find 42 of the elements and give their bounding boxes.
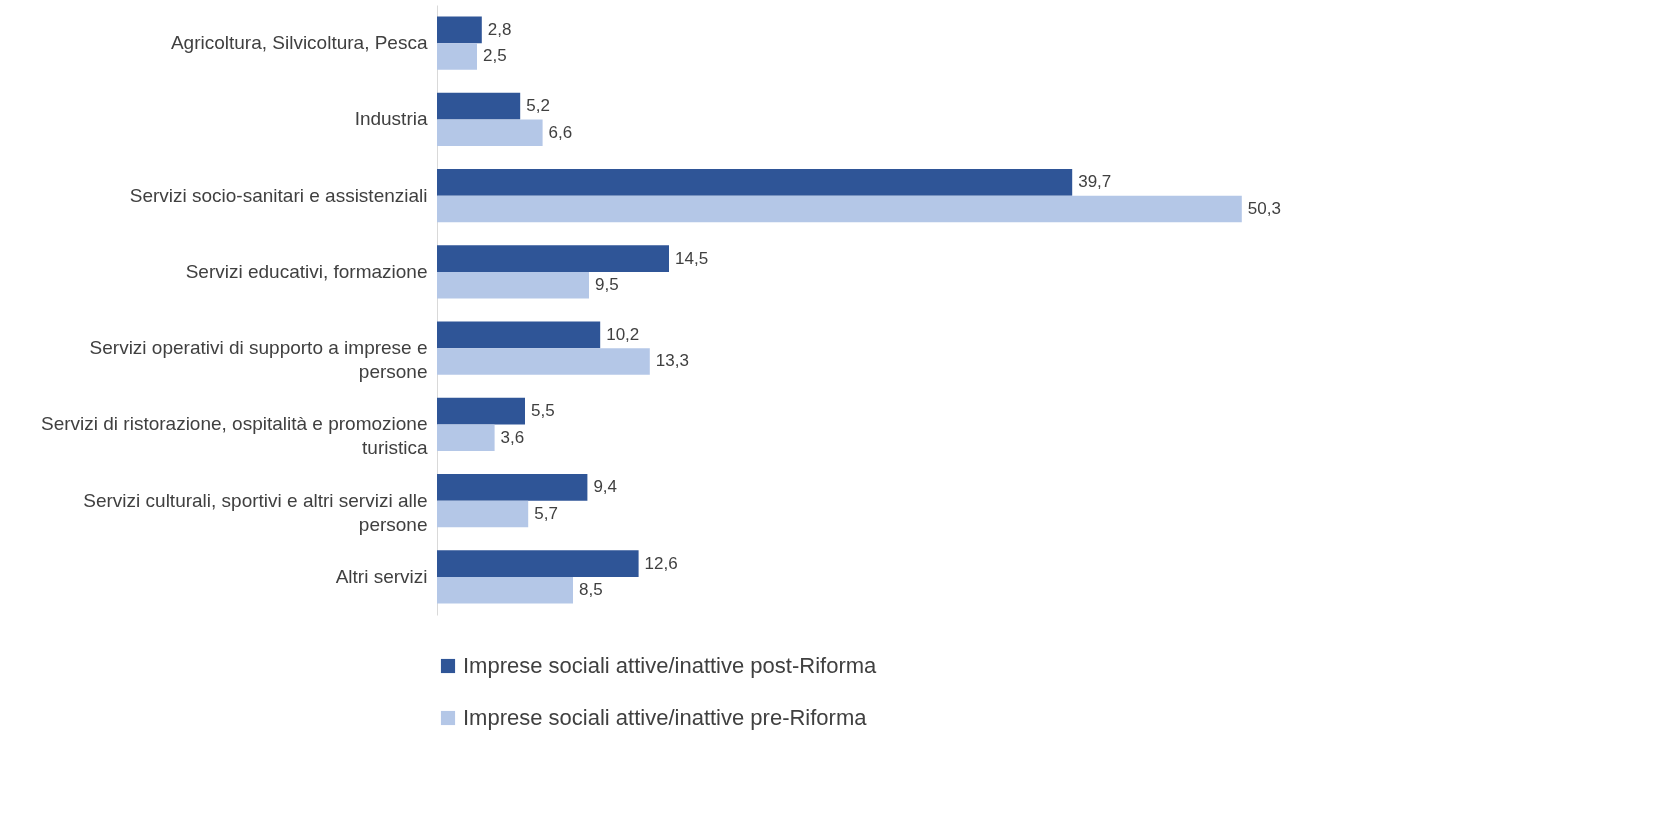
data-label: 5,2 [526, 96, 550, 116]
data-label: 10,2 [606, 324, 640, 344]
data-label: 39,7 [1078, 172, 1112, 192]
data-label: 5,7 [534, 503, 558, 523]
bar [437, 348, 650, 375]
data-label: 9,5 [595, 275, 619, 295]
bar [437, 119, 543, 147]
bar [437, 321, 601, 349]
data-label: 9,4 [593, 477, 618, 497]
bar [437, 424, 495, 452]
data-label: 6,6 [548, 122, 573, 142]
data-label: 2,8 [487, 19, 512, 39]
bar [437, 245, 669, 272]
legend-label: Imprese sociali attive/inattive post-Riforma [463, 653, 878, 678]
data-label: 14,5 [675, 248, 709, 268]
y-tick-label: Agricoltura, Silvicoltura, Pesca [170, 32, 428, 54]
data-label: 13,3 [655, 351, 689, 371]
data-label: 3,6 [500, 427, 525, 447]
bar [437, 397, 525, 425]
bar [437, 92, 521, 120]
bar [437, 43, 477, 70]
legend-label: Imprese sociali attive/inattive pre-Riforma [463, 705, 868, 730]
data-label: 2,5 [483, 46, 507, 66]
bar [437, 576, 573, 604]
data-label: 50,3 [1247, 198, 1281, 218]
y-tick-label: Servizi socio-sanitari e assistenziali [129, 184, 428, 206]
bar [437, 271, 589, 299]
bar [437, 195, 1242, 223]
data-label: 5,5 [531, 401, 555, 421]
y-tick-label: Altri servizi [335, 565, 428, 587]
data-label: 12,6 [644, 553, 678, 573]
bar [437, 473, 588, 501]
y-tick-label: Servizi educativi, formazione [185, 260, 428, 282]
bar [437, 168, 1073, 196]
y-tick-label: Servizi di ristorazione, ospitalità e promozione turistica [40, 413, 428, 459]
y-tick-label: Industria [354, 108, 428, 130]
bar [437, 500, 529, 528]
data-label: 8,5 [579, 580, 603, 600]
y-tick-label: Servizi operativi di supporto a imprese e persone [89, 337, 428, 383]
bar [437, 550, 639, 577]
bar [437, 16, 482, 44]
y-tick-label: Servizi culturali, sportivi e altri servizi alle persone [83, 489, 428, 535]
